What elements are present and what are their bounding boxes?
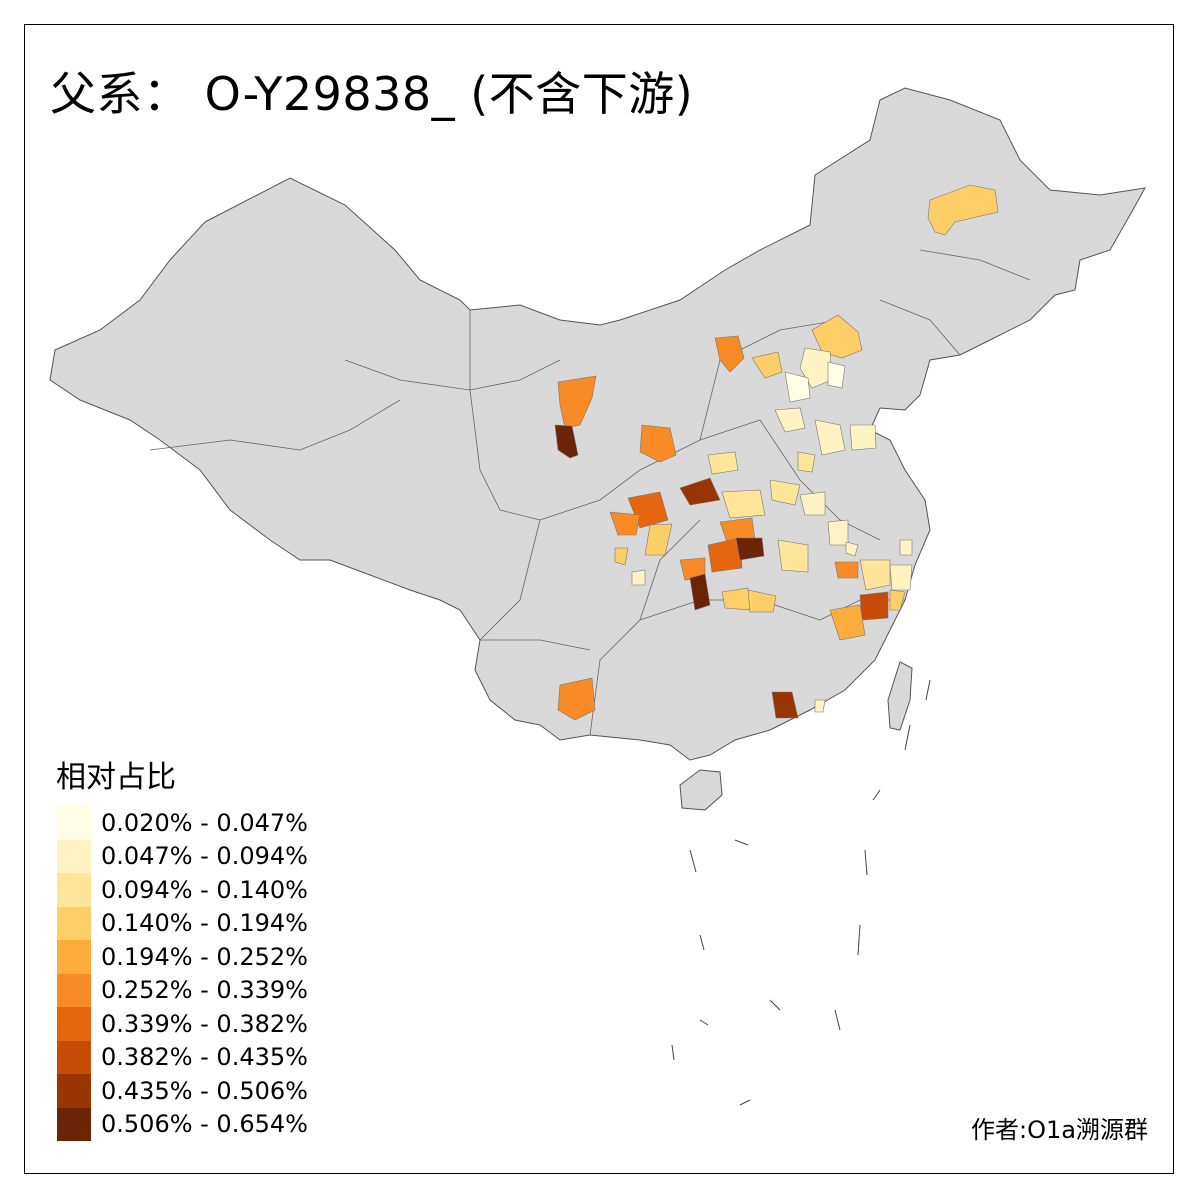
legend-item: 0.506% - 0.654%: [57, 1107, 308, 1141]
region-fujian-b: [889, 589, 906, 611]
legend: 0.020% - 0.047% 0.047% - 0.094% 0.094% -…: [57, 806, 308, 1141]
legend-label: 0.020% - 0.047%: [101, 808, 308, 837]
south-china-sea-islands: [671, 679, 931, 1106]
region-shaanxi-central: [679, 477, 721, 506]
hainan-island: [679, 769, 723, 811]
region-yunnan-south: [557, 677, 596, 721]
region-yibin: [631, 569, 646, 586]
legend-swatch: [57, 973, 91, 1007]
region-enshi: [689, 573, 711, 611]
region-hebei-b: [784, 371, 811, 403]
region-jiangxi-north: [834, 561, 859, 579]
region-zhejiang-b: [889, 564, 913, 591]
legend-label: 0.252% - 0.339%: [101, 976, 308, 1005]
legend-label: 0.382% - 0.435%: [101, 1043, 308, 1072]
region-hubei-east: [777, 539, 809, 573]
legend-item: 0.020% - 0.047%: [57, 806, 308, 840]
region-ordos: [714, 335, 745, 373]
legend-swatch: [57, 806, 91, 840]
region-shandong-a: [814, 419, 846, 456]
province-borders: [149, 249, 1031, 736]
region-zhejiang-a: [859, 559, 891, 591]
legend-label: 0.435% - 0.506%: [101, 1076, 308, 1105]
region-shanxi-b: [707, 451, 739, 475]
region-henan-b: [769, 479, 801, 506]
legend-label: 0.506% - 0.654%: [101, 1110, 308, 1139]
region-gansu-south: [554, 424, 579, 459]
legend-swatch: [57, 839, 91, 873]
legend-item: 0.194% - 0.252%: [57, 940, 308, 974]
legend-item: 0.140% - 0.194%: [57, 906, 308, 940]
author-credit: 作者:O1a溯源群: [971, 1116, 1148, 1144]
legend-swatch: [57, 1040, 91, 1074]
prefecture-regions: [554, 184, 999, 721]
region-heilongjiang: [927, 184, 999, 236]
region-zhangjiakou: [751, 351, 783, 379]
region-henan-c: [799, 491, 826, 516]
mainland-china: [49, 87, 1146, 761]
legend-item: 0.382% - 0.435%: [57, 1040, 308, 1074]
region-beijing-area: [827, 361, 846, 389]
legend-label: 0.047% - 0.094%: [101, 842, 308, 871]
region-henan-a: [721, 489, 766, 519]
legend-label: 0.339% - 0.382%: [101, 1009, 308, 1038]
legend-item: 0.252% - 0.339%: [57, 973, 308, 1007]
legend-label: 0.094% - 0.140%: [101, 875, 308, 904]
legend-swatch: [57, 1074, 91, 1108]
legend-swatch: [57, 873, 91, 907]
region-shandong-b: [849, 424, 877, 451]
region-yichang: [735, 537, 765, 561]
legend-label: 0.194% - 0.252%: [101, 942, 308, 971]
legend-swatch: [57, 906, 91, 940]
region-shanghai: [899, 539, 913, 556]
region-anhui-a: [827, 519, 849, 546]
region-shaanxi-north: [639, 424, 677, 463]
page-title: 父系： O-Y29838_ (不含下游): [50, 67, 694, 121]
region-ningxia: [557, 375, 597, 429]
legend-item: 0.435% - 0.506%: [57, 1074, 308, 1108]
legend-item: 0.339% - 0.382%: [57, 1007, 308, 1041]
legend-item: 0.094% - 0.140%: [57, 873, 308, 907]
region-fujian-a: [829, 604, 866, 641]
region-guangdong-a: [771, 691, 799, 719]
region-sichuan-d: [614, 547, 629, 566]
legend-swatch: [57, 1007, 91, 1041]
legend-item: 0.047% - 0.094%: [57, 839, 308, 873]
legend-swatch: [57, 1107, 91, 1141]
legend-title: 相对占比: [56, 760, 176, 795]
region-jiangxi-south: [859, 591, 889, 621]
region-anhui-b: [845, 541, 859, 557]
region-guangdong-b: [814, 699, 826, 713]
region-sichuan-c: [644, 523, 673, 556]
region-hunan-b: [747, 589, 777, 613]
region-chongqing: [707, 537, 743, 573]
legend-swatch: [57, 940, 91, 974]
region-shanxi-a: [774, 407, 806, 433]
region-shandong-c: [797, 451, 816, 473]
legend-label: 0.140% - 0.194%: [101, 909, 308, 938]
region-hunan-a: [721, 587, 753, 611]
region-sichuan-north: [609, 511, 641, 536]
taiwan-island: [887, 661, 913, 731]
